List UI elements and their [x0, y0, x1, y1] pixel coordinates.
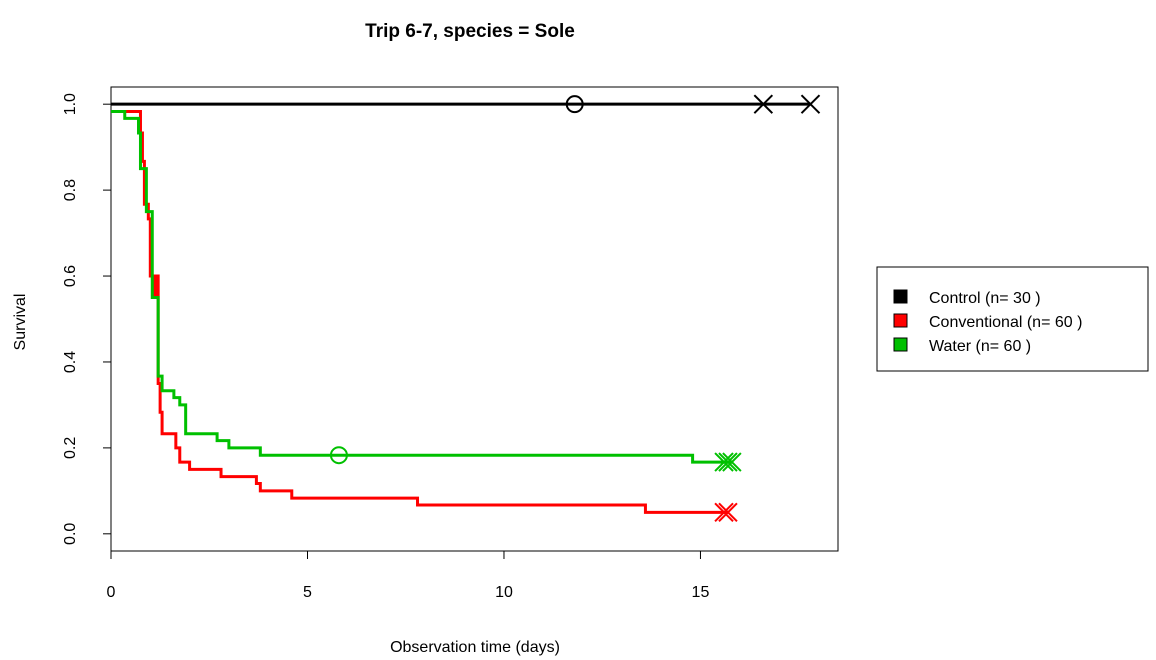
censor-cross-marker	[722, 452, 742, 472]
legend-label: Control (n= 30 )	[929, 290, 1041, 307]
cross-stroke	[753, 94, 774, 114]
y-axis-label: Survival	[12, 294, 29, 351]
y-tick-label: 0.4	[62, 351, 79, 373]
x-tick-label: 0	[107, 584, 116, 601]
cross-stroke	[718, 502, 738, 523]
censor-cross-marker	[714, 452, 734, 472]
cross-stroke	[714, 502, 734, 523]
cross-stroke	[714, 452, 734, 472]
y-tick-label: 1.0	[62, 93, 79, 115]
censor-circle-marker	[565, 95, 584, 114]
legend-swatch	[893, 313, 908, 328]
chart-title: Trip 6-7, species = Sole	[365, 21, 575, 42]
y-tick-label: 0.0	[62, 523, 79, 545]
censor-cross-marker	[718, 452, 738, 472]
series-1	[111, 109, 738, 523]
cross-stroke	[800, 94, 821, 114]
survival-curve	[111, 109, 728, 514]
x-axis-label: Observation time (days)	[390, 639, 560, 656]
cross-stroke	[718, 452, 738, 472]
series-2	[111, 109, 742, 472]
series-0	[111, 94, 821, 114]
plot-area	[110, 86, 839, 552]
legend: Control (n= 30 ) Conventional (n= 60 ) Wat…	[876, 266, 1149, 372]
legend-swatch	[893, 337, 908, 352]
censor-cross-marker	[800, 94, 821, 114]
x-tick-label: 5	[303, 584, 312, 601]
x-tick-label: 10	[495, 584, 513, 601]
censor-cross-marker	[753, 94, 774, 114]
censor-circle-marker	[329, 446, 348, 465]
y-axis: 0.0 0.2 0.4 0.6 0.8 1.0	[62, 93, 111, 545]
y-tick-label: 0.6	[62, 265, 79, 287]
legend-swatch	[893, 289, 908, 304]
censor-cross-marker	[718, 502, 738, 523]
legend-box	[876, 266, 1149, 372]
survival-curve	[111, 109, 732, 464]
x-axis: 0 5 10 15	[107, 551, 710, 601]
y-tick-label: 0.8	[62, 179, 79, 201]
legend-label: Water (n= 60 )	[929, 338, 1031, 355]
x-tick-label: 15	[692, 584, 710, 601]
censor-cross-marker	[714, 502, 734, 523]
cross-stroke	[722, 452, 742, 472]
legend-label: Conventional (n= 60 )	[929, 314, 1082, 331]
plot-frame	[110, 86, 839, 552]
y-tick-label: 0.2	[62, 437, 79, 459]
